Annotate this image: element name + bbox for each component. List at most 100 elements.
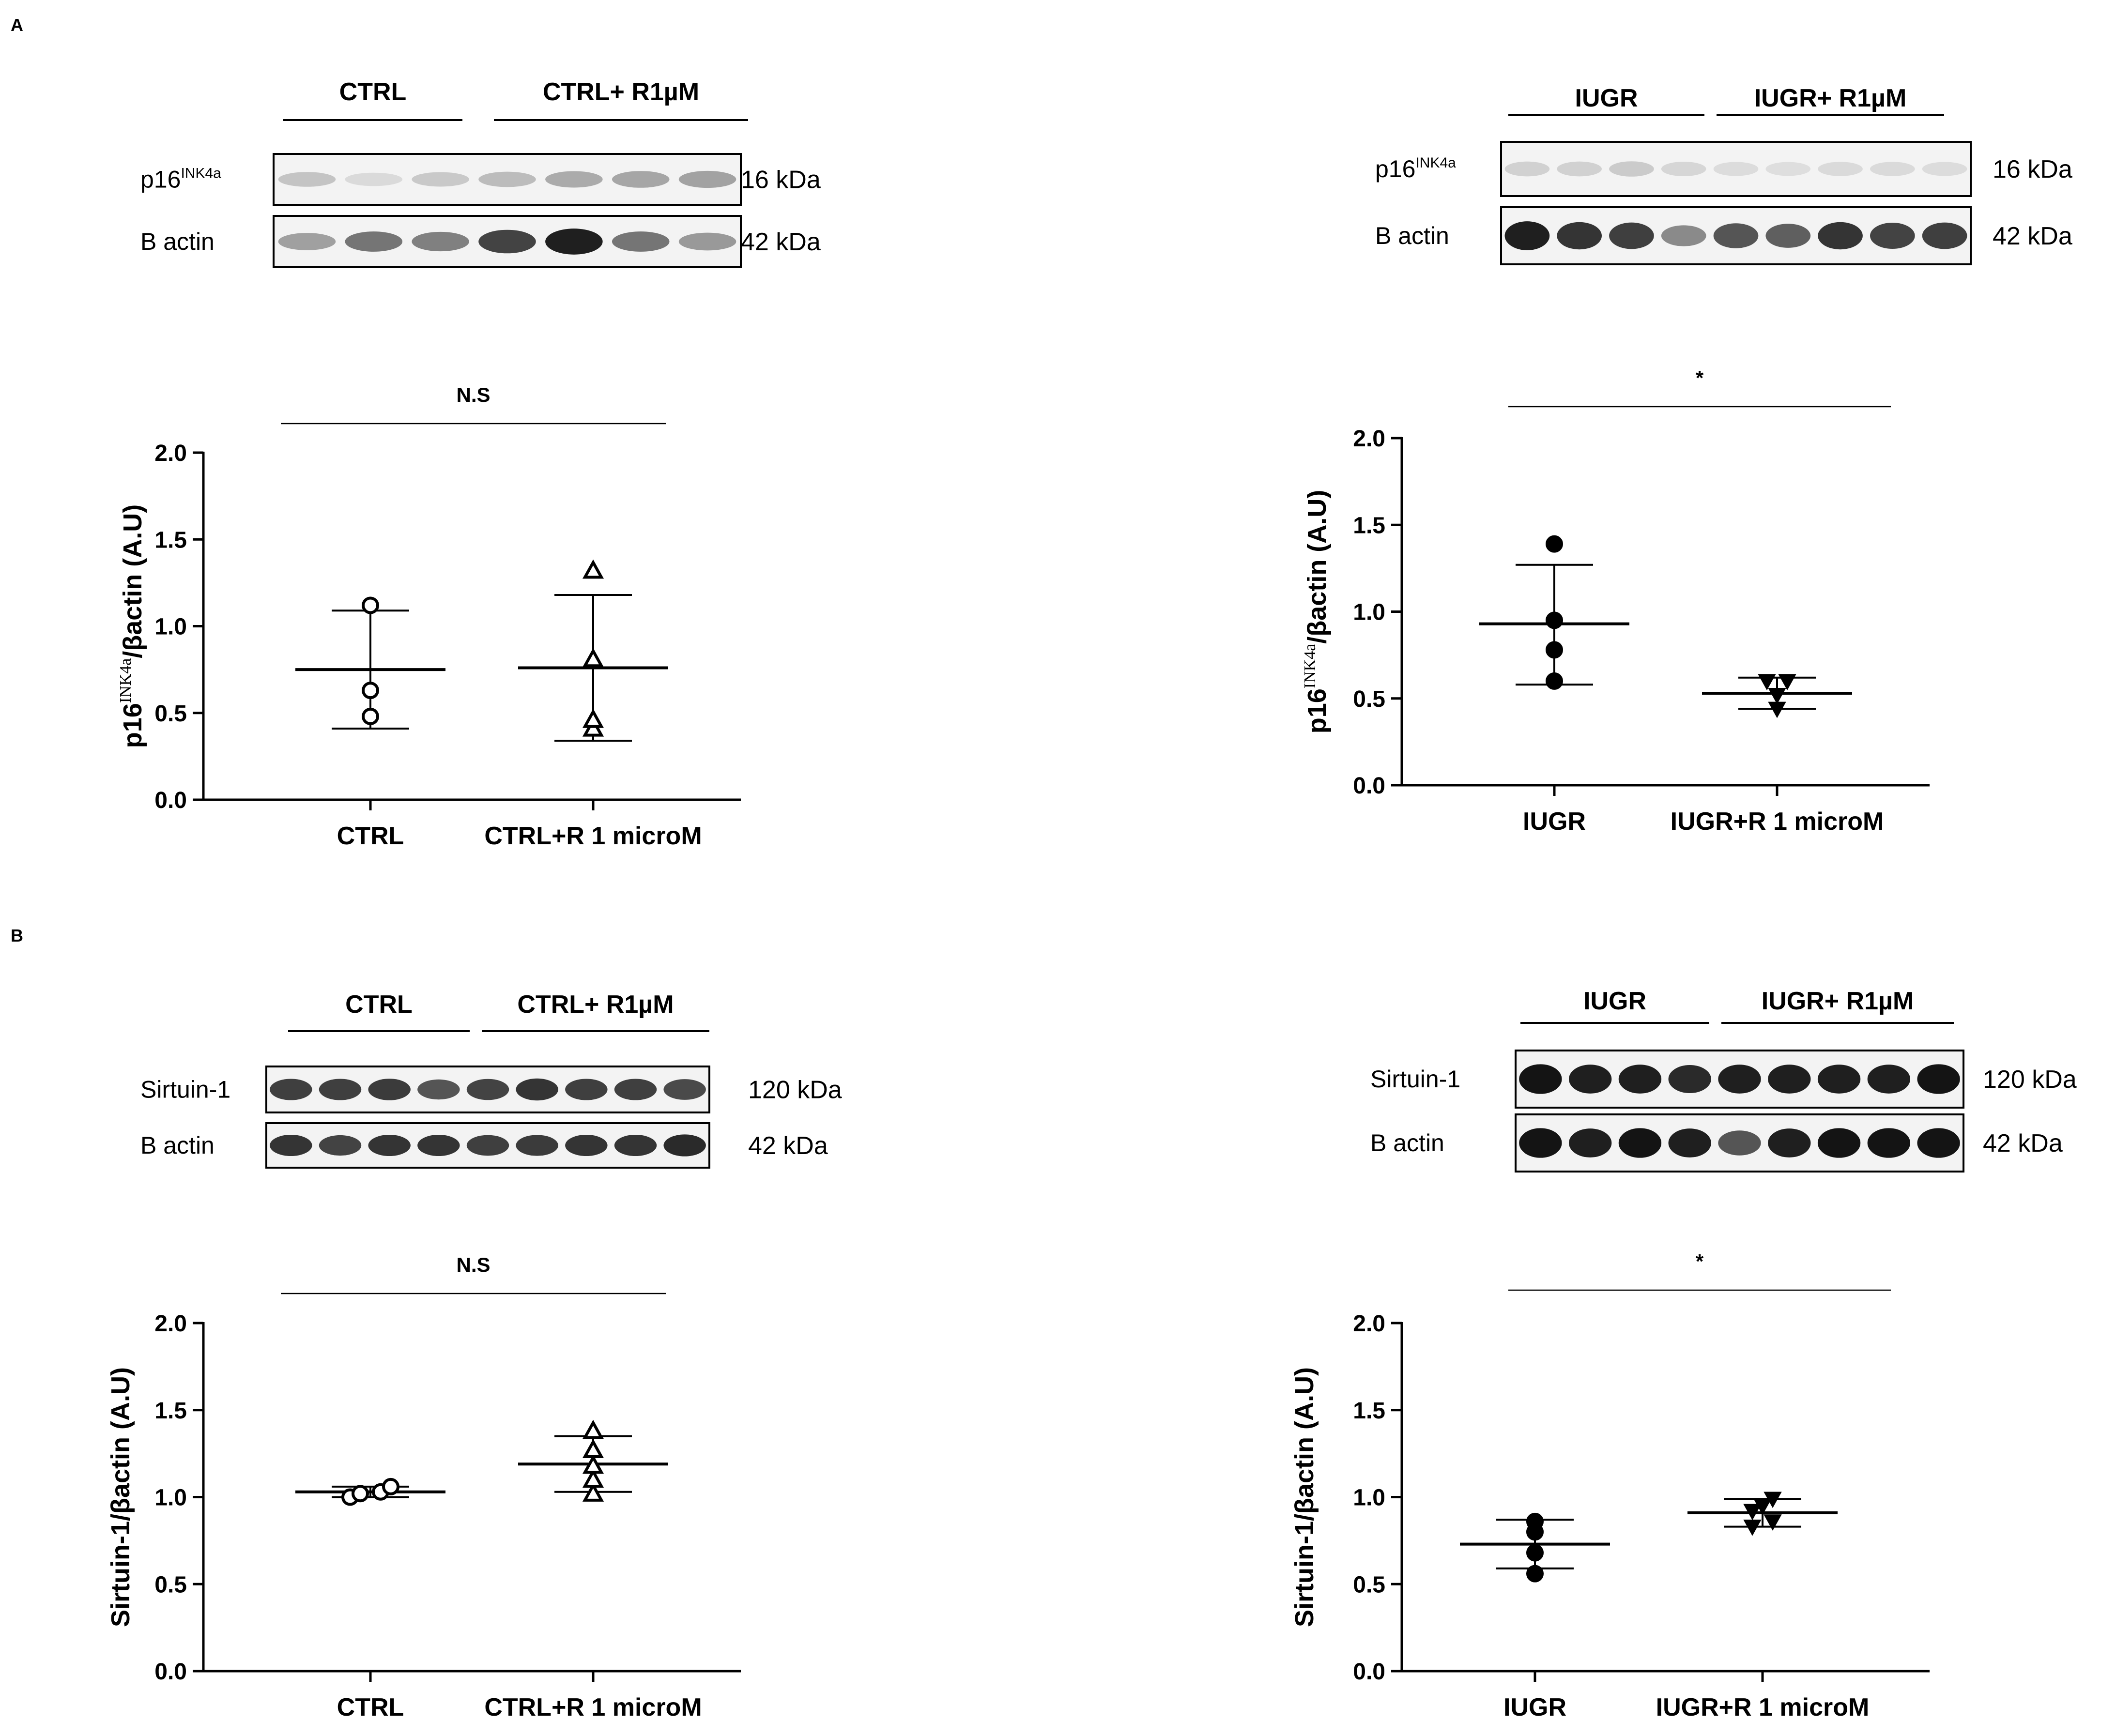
blot-band — [1504, 161, 1550, 177]
data-point-circle — [362, 596, 379, 614]
blot-band — [1609, 222, 1654, 249]
blot-band — [1818, 162, 1863, 176]
x-category-label: IUGR+R 1 microM — [1656, 1693, 1870, 1721]
blot-band — [545, 228, 603, 255]
blot-band — [270, 1079, 312, 1100]
blot-group-label: CTRL — [345, 990, 413, 1019]
data-point-triangle — [582, 1468, 604, 1488]
blot-row-label-main: B actin — [1370, 1129, 1444, 1157]
blot-group-label: IUGR+ R1µM — [1762, 987, 1914, 1015]
blot-band — [417, 1135, 460, 1156]
y-axis-label-rest: /βactin (A.U) — [118, 504, 147, 658]
data-point-triangle-down — [1768, 687, 1786, 704]
y-axis-label-rest: /βactin (A.U) — [1303, 490, 1332, 644]
western-blot-4: IUGR IUGR+ R1µM Sirtuin-1 120 kDa B actin 42 … — [1370, 987, 2077, 1173]
x-category-label: IUGR+R 1 microM — [1671, 807, 1884, 836]
data-point-circle — [352, 1485, 369, 1503]
blot-kda-label: 120 kDa — [748, 1076, 842, 1104]
blot-band — [516, 1078, 558, 1101]
blot-kda-label: 16 kDa — [741, 166, 821, 194]
x-category-label: IUGR — [1523, 807, 1586, 836]
data-point-triangle-down — [1764, 1514, 1782, 1531]
y-tick-label: 2.0 — [1353, 426, 1385, 452]
series-1 — [1479, 535, 1629, 690]
blot-band — [1768, 1128, 1811, 1157]
blot-band — [1765, 224, 1811, 248]
blot-row-label: p16INK4a — [140, 166, 221, 193]
blot-band — [1668, 1128, 1711, 1157]
blot-band — [278, 233, 336, 250]
blot-band — [1917, 1128, 1960, 1158]
y-axis-label-main: p16 — [1303, 688, 1332, 733]
data-point-triangle — [582, 1482, 604, 1502]
x-category-label: CTRL — [337, 822, 404, 850]
y-tick-label: 0.5 — [1353, 686, 1385, 712]
x-category-label: CTRL — [337, 1693, 404, 1721]
blot-band — [1557, 222, 1602, 250]
blot-band — [319, 1079, 362, 1100]
series-2 — [518, 559, 668, 742]
data-point-triangle — [582, 648, 604, 668]
blot-row-label: B actin — [1370, 1129, 1444, 1157]
blot-band — [1519, 1128, 1562, 1158]
y-axis-label-sup: INK4a — [117, 658, 135, 703]
data-point-circle — [1526, 1565, 1544, 1583]
dot-plot-2: 0.0 0.5 1.0 1.5 2.0 p16INK4a/βactin (A.U) IUGR… — [1301, 366, 1930, 836]
y-tick-label: 1.0 — [154, 1485, 187, 1511]
blot-band — [614, 1135, 657, 1156]
blot-group-label: IUGR+ R1µM — [1754, 84, 1907, 112]
blot-row-label-main: p16 — [140, 166, 181, 193]
blot-band — [1609, 161, 1654, 177]
blot-row-label: B actin — [140, 1132, 215, 1159]
y-tick-label: 2.0 — [154, 1311, 187, 1337]
blot-band — [678, 170, 736, 188]
blot-band — [516, 1135, 558, 1156]
data-point-triangle-down — [1778, 674, 1796, 690]
data-point-triangle — [582, 1439, 604, 1459]
blot-kda-label: 42 kDa — [1993, 222, 2072, 250]
blot-band — [270, 1135, 312, 1156]
series-2 — [1687, 1492, 1838, 1536]
blot-band — [1661, 161, 1706, 177]
blot-band — [368, 1135, 411, 1156]
blot-band — [1718, 1130, 1761, 1156]
blot-band — [1568, 1128, 1612, 1157]
blot-row-label: Sirtuin-1 — [1370, 1066, 1460, 1093]
dot-plot-1: 0.0 0.5 1.0 1.5 2.0 p16INK4a/βactin (A.U) CTRL… — [117, 383, 741, 850]
blot-band — [478, 171, 536, 187]
blot-kda-label: 42 kDa — [741, 228, 821, 256]
blot-band — [466, 1135, 509, 1156]
western-blot-3: CTRL CTRL+ R1µM Sirtuin-1 120 kDa B actin 42 … — [140, 990, 842, 1169]
blot-band — [1922, 162, 1967, 176]
y-axis-label-main: Sirtuin-1/βactin (A.U) — [106, 1367, 135, 1627]
blot-band — [1765, 162, 1811, 176]
blot-band — [1817, 1128, 1861, 1158]
blot-band — [345, 231, 403, 252]
blot-kda-label: 120 kDa — [1983, 1066, 2077, 1094]
y-tick-label: 0.5 — [154, 701, 187, 727]
data-point-circle — [1546, 611, 1563, 629]
blot-group-label: IUGR — [1575, 84, 1638, 112]
series-2 — [1702, 674, 1852, 718]
y-tick-label: 1.0 — [1353, 600, 1385, 625]
data-point-triangle — [582, 1454, 604, 1474]
y-tick-label: 1.0 — [1353, 1485, 1385, 1511]
dot-plot-3: 0.0 0.5 1.0 1.5 2.0 Sirtuin-1/βactin (A.U) CTR… — [106, 1253, 741, 1721]
panel-letter-a: A — [11, 15, 23, 35]
blot-band — [1668, 1065, 1711, 1094]
blot-band — [614, 1079, 657, 1100]
y-tick-label: 0.5 — [154, 1572, 187, 1598]
data-point-circle — [1546, 535, 1563, 553]
blot-band — [1713, 223, 1759, 248]
blot-band — [478, 229, 536, 254]
series-1 — [295, 596, 445, 730]
blot-band — [1618, 1128, 1662, 1158]
blot-row-label-main: B actin — [1375, 222, 1449, 249]
x-category-label: CTRL+R 1 microM — [484, 1693, 702, 1721]
blot-band — [345, 172, 403, 186]
panel-letter-b: B — [11, 926, 23, 945]
blot-band — [612, 231, 670, 252]
data-point-circle — [362, 707, 379, 725]
significance-label: N.S — [456, 383, 490, 406]
